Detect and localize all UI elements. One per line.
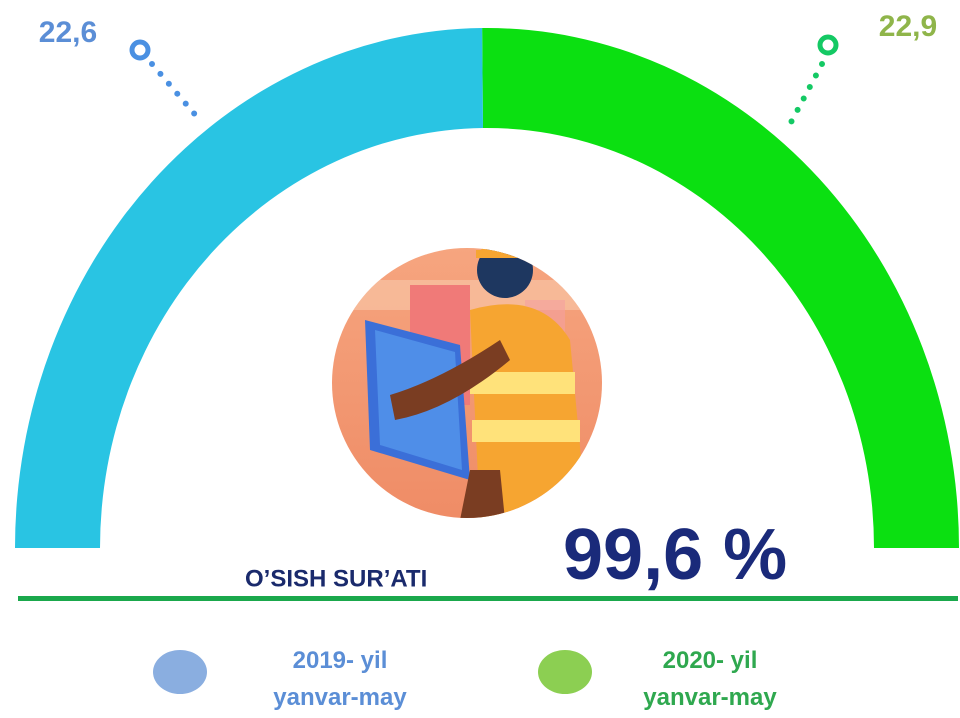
illustration [332, 248, 602, 518]
legend-label: 2020- yil yanvar-may [643, 647, 777, 711]
pointer-right [785, 34, 839, 131]
legend-label: 2019- yil yanvar-may [273, 647, 407, 711]
legend-swatch [153, 650, 207, 694]
annotation-value: 99,6 % [563, 515, 787, 595]
value-label: 22,9 [879, 10, 937, 43]
legend-swatch [538, 650, 592, 694]
pointer-left [129, 39, 201, 121]
gauge-segment [15, 28, 483, 548]
value-label: 22,6 [39, 16, 97, 49]
gauge-segment [482, 28, 959, 549]
annotation: O’SISH SUR’ATI [245, 565, 427, 592]
divider [18, 596, 958, 601]
